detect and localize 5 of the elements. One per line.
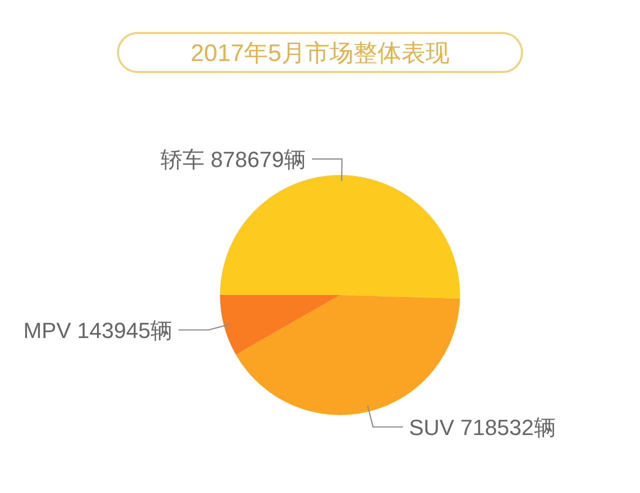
- title: 2017年5月市场整体表现: [117, 32, 523, 73]
- chart-title: 2017年5月市场整体表现: [190, 40, 450, 67]
- slice-label: 轿车 878679辆: [160, 147, 306, 172]
- slice-label: MPV 143945辆: [23, 318, 173, 343]
- slice-label: SUV 718532辆: [409, 414, 556, 440]
